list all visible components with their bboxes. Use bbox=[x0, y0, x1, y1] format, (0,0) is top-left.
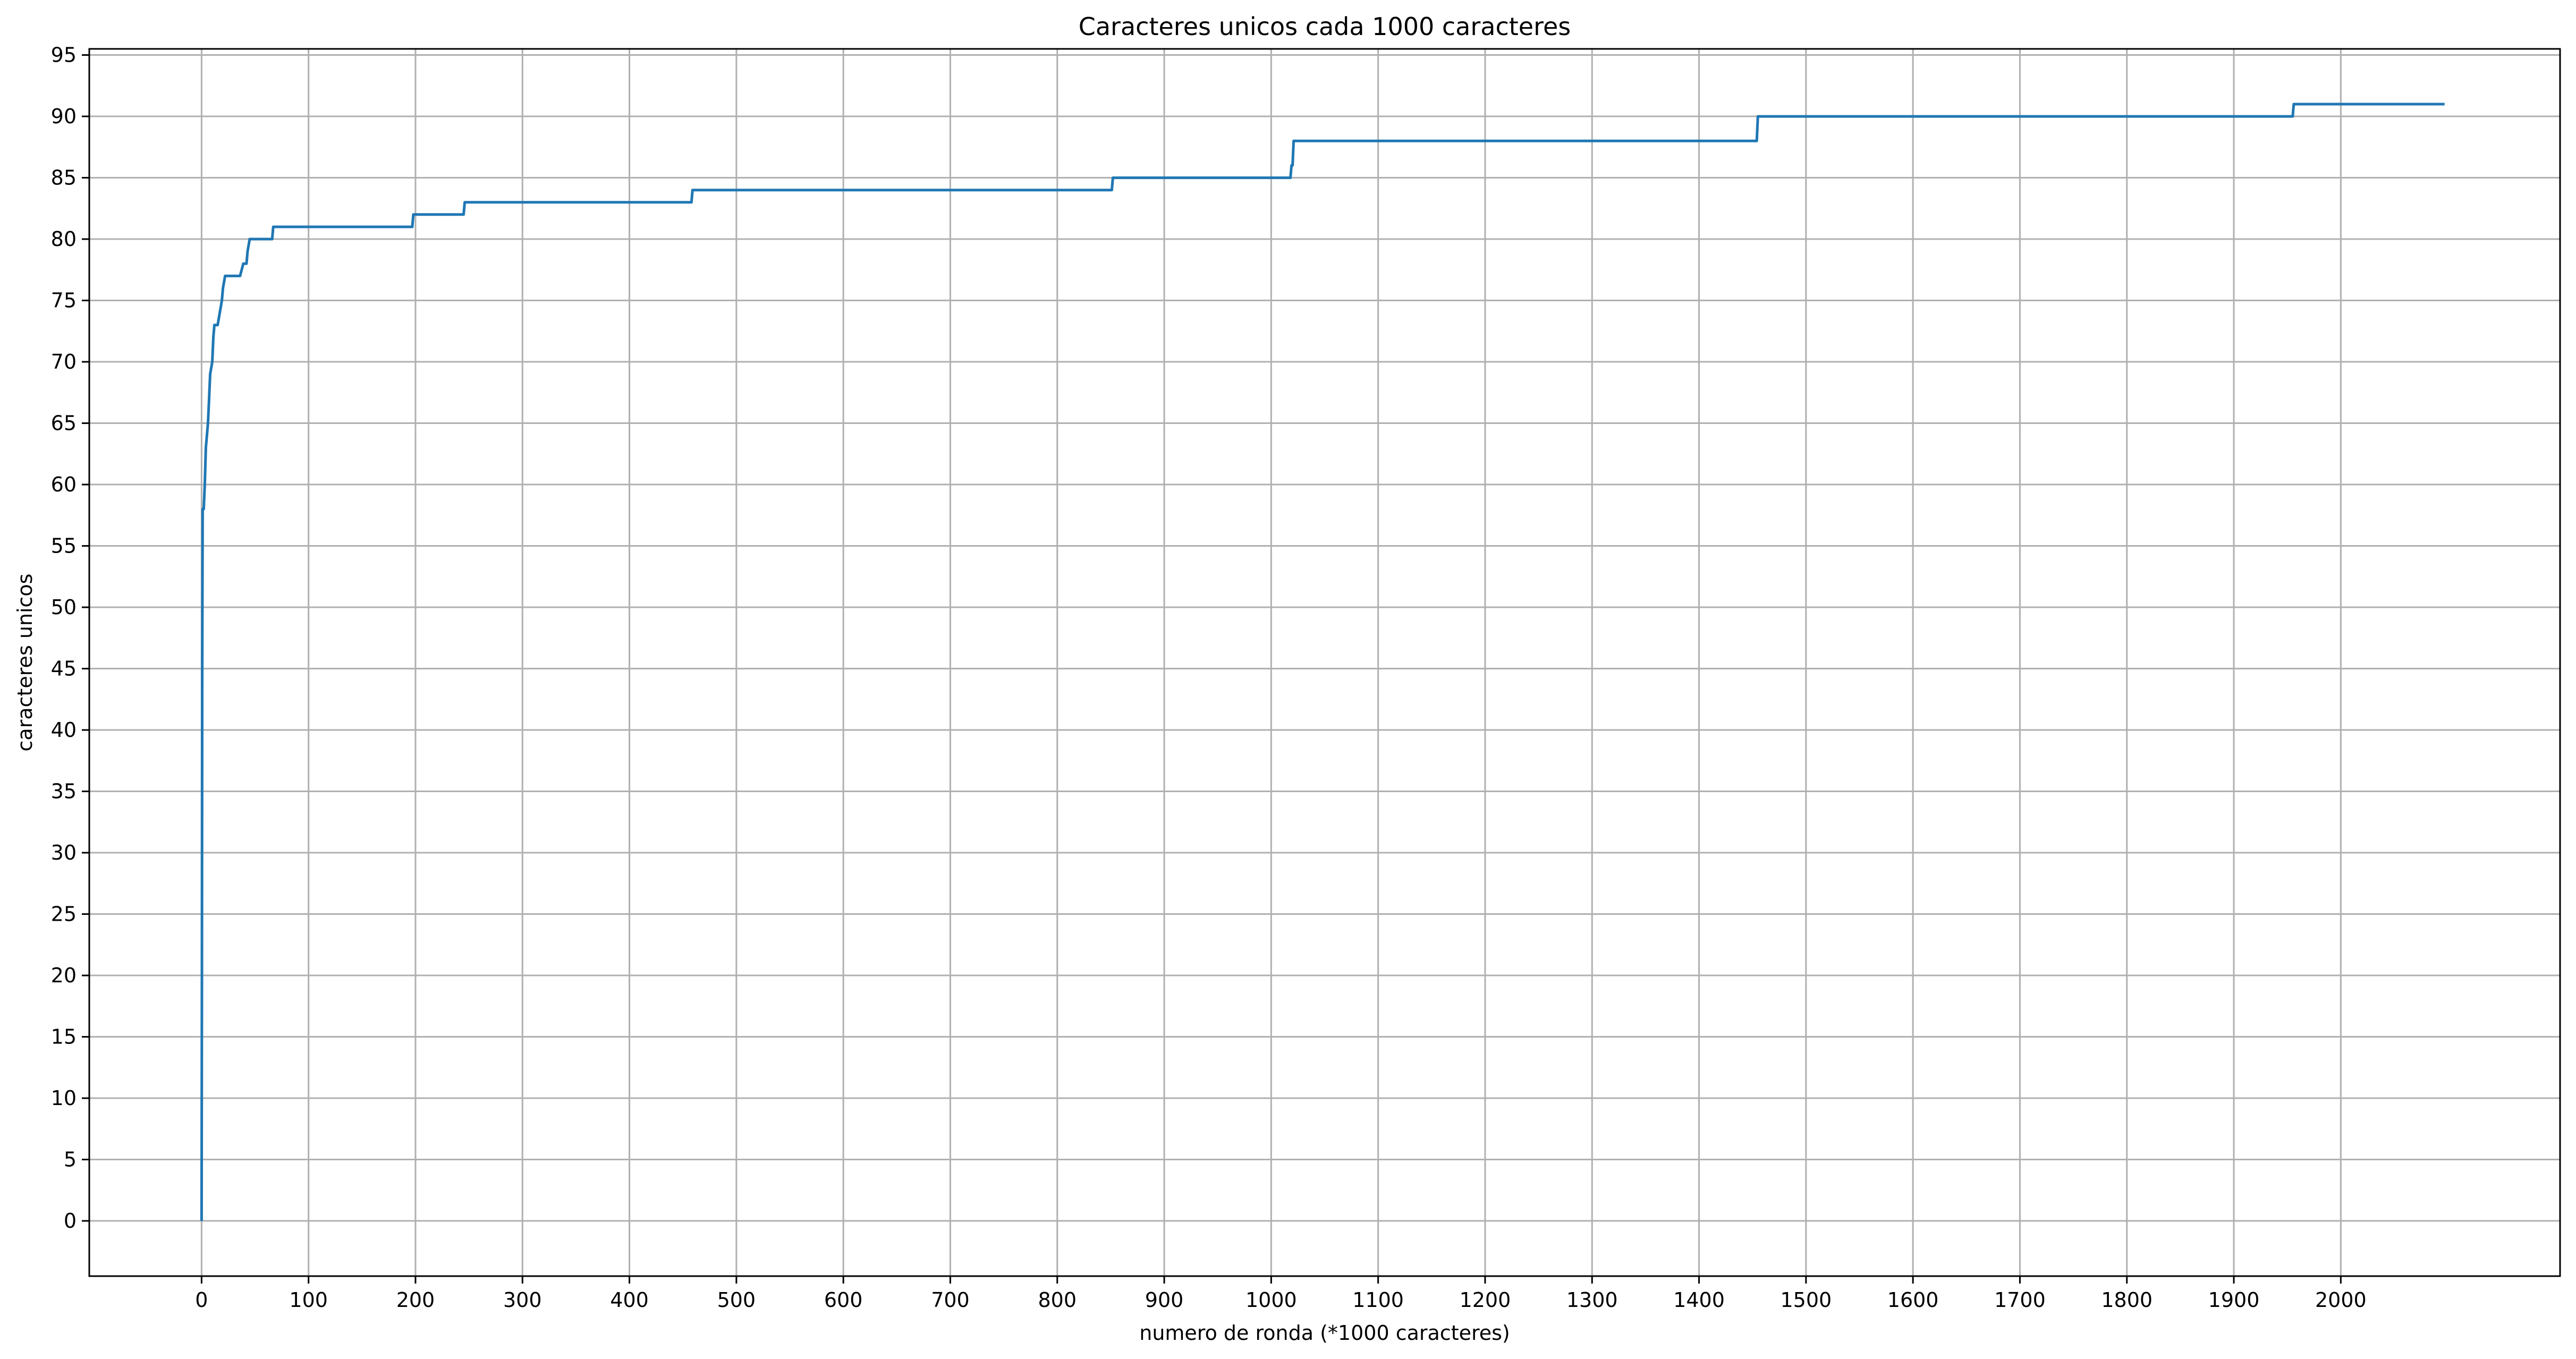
y-tick-label: 35 bbox=[51, 780, 77, 803]
y-tick-label: 25 bbox=[51, 903, 77, 926]
x-tick-label: 600 bbox=[824, 1288, 863, 1312]
y-tick-label: 5 bbox=[64, 1148, 77, 1171]
y-tick-label: 45 bbox=[51, 657, 77, 681]
y-tick-label: 15 bbox=[51, 1025, 77, 1049]
x-tick-label: 100 bbox=[289, 1288, 328, 1312]
x-axis-label: numero de ronda (*1000 caracteres) bbox=[1139, 1321, 1510, 1345]
y-tick-label: 20 bbox=[51, 964, 77, 987]
y-axis-label: caracteres unicos bbox=[13, 574, 37, 752]
plot-frame bbox=[88, 48, 2561, 1277]
y-tick-label: 90 bbox=[51, 105, 77, 128]
x-tick-label: 1800 bbox=[2101, 1288, 2153, 1312]
y-tick-label: 50 bbox=[51, 596, 77, 619]
x-tick-label: 900 bbox=[1145, 1288, 1184, 1312]
x-tick-label: 800 bbox=[1038, 1288, 1077, 1312]
x-tick-label: 1300 bbox=[1566, 1288, 1618, 1312]
y-tick-label: 80 bbox=[51, 227, 77, 251]
x-tick-label: 200 bbox=[396, 1288, 435, 1312]
tick-layer: 0 100 200 300 400 500 600 700 800 900 1000 1100 1200… bbox=[51, 44, 2367, 1312]
y-tick-label: 55 bbox=[51, 534, 77, 558]
x-tick-label: 1100 bbox=[1352, 1288, 1404, 1312]
x-tick-label: 400 bbox=[610, 1288, 649, 1312]
x-tick-label: 1700 bbox=[1994, 1288, 2046, 1312]
y-tick-label: 85 bbox=[51, 166, 77, 190]
y-tick-label: 95 bbox=[51, 44, 77, 67]
y-tick-label: 70 bbox=[51, 350, 77, 373]
series-line bbox=[200, 103, 2445, 1221]
x-tick-label: 1000 bbox=[1245, 1288, 1297, 1312]
y-tick-label: 10 bbox=[51, 1086, 77, 1110]
y-tick-label: 30 bbox=[51, 841, 77, 864]
y-tick-label: 65 bbox=[51, 412, 77, 435]
x-tick-label: 1500 bbox=[1780, 1288, 1832, 1312]
grid-layer bbox=[89, 49, 2560, 1276]
chart-title: Caracteres unicos cada 1000 caracteres bbox=[1079, 12, 1571, 41]
x-tick-label: 2000 bbox=[2315, 1288, 2367, 1312]
x-tick-label: 700 bbox=[931, 1288, 970, 1312]
x-tick-label: 1900 bbox=[2208, 1288, 2260, 1312]
x-tick-label: 1400 bbox=[1673, 1288, 1725, 1312]
x-tick-label: 500 bbox=[717, 1288, 756, 1312]
y-tick-label: 75 bbox=[51, 289, 77, 312]
y-tick-label: 60 bbox=[51, 473, 77, 496]
y-tick-label: 40 bbox=[51, 718, 77, 742]
x-tick-label: 0 bbox=[195, 1288, 208, 1312]
x-tick-label: 1200 bbox=[1460, 1288, 1511, 1312]
x-tick-label: 300 bbox=[503, 1288, 542, 1312]
y-tick-label: 0 bbox=[64, 1209, 77, 1233]
x-tick-label: 1600 bbox=[1887, 1288, 1939, 1312]
